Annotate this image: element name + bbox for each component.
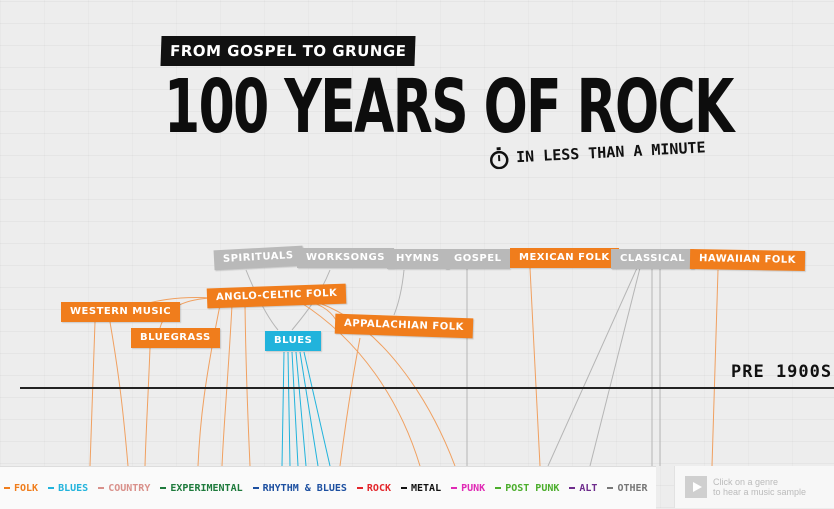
legend-item-other[interactable]: OTHER [607,483,648,494]
legend-item-experimental[interactable]: EXPERIMENTAL [160,483,243,494]
genre-node-hymns[interactable]: HYMNS [387,249,449,269]
subtitle: IN LESS THAN A MINUTE [488,136,707,170]
legend-item-rock[interactable]: ROCK [356,483,391,494]
play-icon[interactable] [685,476,707,498]
page-title: 100 YEARS OF ROCK [164,64,734,150]
genre-node-blues[interactable]: BLUES [265,331,322,351]
legend-item-rhythm-blues[interactable]: RHYTHM & BLUES [252,483,347,494]
music-player: Click on a genre to hear a music sample [674,466,834,508]
genre-node-gospel[interactable]: GOSPEL [445,249,511,269]
genre-node-worksongs[interactable]: WORKSONGS [297,248,394,268]
stopwatch-icon [489,147,509,170]
legend-item-alt[interactable]: ALT [569,483,597,494]
legend-item-country[interactable]: COUNTRY [98,483,150,494]
genre-node-bluegrass[interactable]: BLUEGRASS [131,328,220,348]
era-label: PRE 1900S [731,362,833,382]
genre-node-mexican-folk[interactable]: MEXICAN FOLK [510,248,619,268]
genre-links [89,267,719,466]
player-hint-line1: Click on a genre [713,477,779,487]
genre-legend: FOLK BLUES COUNTRY EXPERIMENTAL RHYTHM &… [0,466,656,509]
player-hint-line2: to hear a music sample [713,487,807,497]
legend-item-punk[interactable]: PUNK [451,483,485,494]
genre-node-western-music[interactable]: WESTERN MUSIC [61,302,181,322]
player-hint: Click on a genre to hear a music sample [713,477,806,497]
legend-item-metal[interactable]: METAL [401,483,441,494]
timeline-axis [20,387,834,389]
legend-item-folk[interactable]: FOLK [4,483,38,494]
genre-node-classical[interactable]: CLASSICAL [611,249,695,269]
legend-item-blues[interactable]: BLUES [48,483,88,494]
genre-node-hawaiian-folk[interactable]: HAWAIIAN FOLK [689,248,806,272]
legend-item-post-punk[interactable]: POST PUNK [495,483,559,494]
